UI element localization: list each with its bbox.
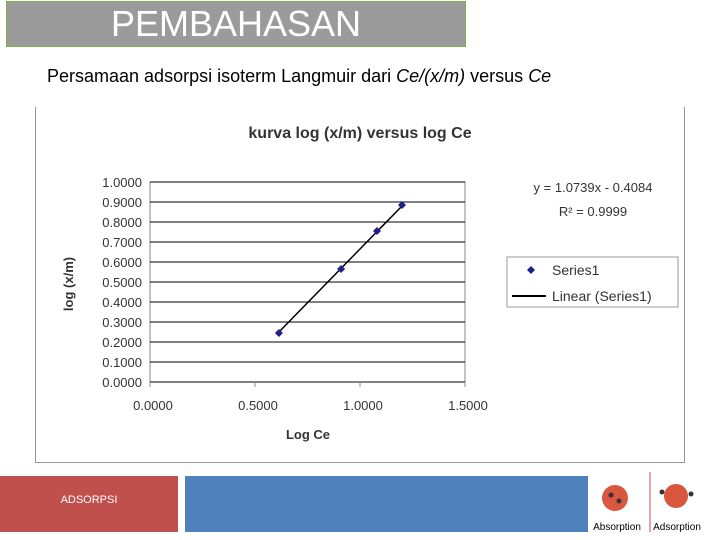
y-tick-label: 1.0000 [102,175,142,190]
logo-caption: Adsorption [653,522,701,533]
logos: Absorption Adsorption [593,472,701,533]
y-tick-label: 0.3000 [102,315,142,330]
y-tick-label: 0.4000 [102,295,142,310]
y-tick-label: 0.1000 [102,355,142,370]
y-tick-label: 0.0000 [102,375,142,390]
data-point [337,265,346,273]
x-tick-label: 1.5000 [448,398,488,413]
footer-label: ADSORPSI [60,494,118,506]
x-tick-label: 0.0000 [133,398,173,413]
subtitle-part: Persamaan adsorpsi isoterm Langmuir dari [47,66,397,86]
subtitle-part: Ce [528,66,552,86]
legend-box [506,256,679,308]
data-point [373,227,382,235]
logo-icon [608,492,614,498]
y-tick-label: 0.2000 [102,335,142,350]
data-point [398,201,406,209]
data-point [274,329,283,337]
logo-icon [616,498,622,504]
legend-label: Linear (Series1) [552,288,652,304]
footer-bar [185,476,588,532]
y-tick-label: 0.7000 [102,235,142,250]
y-tick-label: 0.6000 [102,255,142,270]
logo-caption: Absorption [593,522,641,533]
y-tick-label: 0.9000 [102,195,142,210]
trend-equation: y = 1.0739x - 0.4084 [534,180,653,195]
footer-tab [0,476,178,532]
legend-label: Series1 [552,262,600,278]
x-tick-label: 1.0000 [343,398,383,413]
logo-icon [688,491,694,497]
y-tick-label: 0.5000 [102,275,142,290]
slide-title: PEMBAHASAN [6,1,466,47]
subtitle-part: Ce/(x/m) [396,66,466,86]
chart: kurva log (x/m) versus log Ce log (x/m) … [61,125,679,442]
chart-title: kurva log (x/m) versus log Ce [248,125,471,142]
x-axis-title: Log Ce [286,427,330,442]
logo-icon [664,484,688,508]
legend-marker [527,266,535,274]
logo-icon [602,485,628,511]
x-tick-label: 0.5000 [238,398,278,413]
y-axis-title: log (x/m) [61,257,76,311]
trend-r2: R² = 0.9999 [559,204,627,219]
y-tick-label: 0.8000 [102,215,142,230]
subtitle-part: versus [465,66,529,86]
logo-icon [659,489,665,495]
subtitle: Persamaan adsorpsi isoterm Langmuir dari… [47,62,687,91]
